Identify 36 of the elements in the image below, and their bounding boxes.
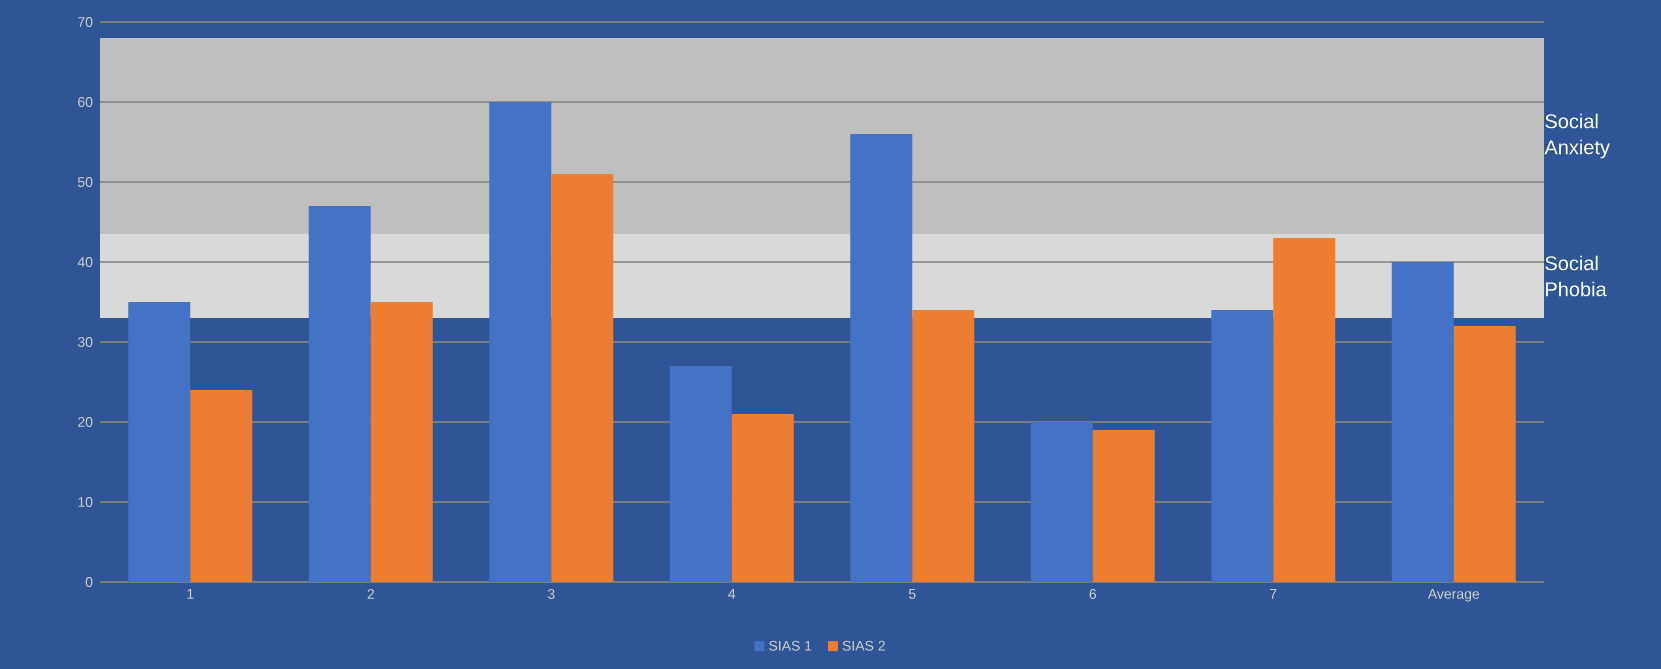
y-tick-label: 30 bbox=[77, 337, 93, 347]
y-tick-label: 0 bbox=[85, 577, 93, 587]
bar bbox=[1092, 430, 1155, 582]
bar bbox=[669, 366, 732, 582]
x-tick-label: 3 bbox=[547, 589, 555, 599]
y-tick-label: 50 bbox=[77, 177, 93, 187]
x-tick-label: 5 bbox=[908, 589, 916, 599]
bar bbox=[1211, 310, 1274, 582]
bar bbox=[912, 310, 975, 582]
y-tick-label: 20 bbox=[78, 417, 93, 427]
bar bbox=[128, 302, 191, 582]
y-tick-label: 10 bbox=[78, 497, 93, 507]
band-label: Social Anxiety bbox=[1544, 113, 1610, 159]
bar bbox=[551, 174, 614, 582]
y-tick-label: 70 bbox=[78, 17, 93, 27]
y-tick-label: 60 bbox=[78, 97, 93, 107]
bar bbox=[1453, 326, 1516, 582]
legend-label: SIAS 1 bbox=[769, 640, 812, 651]
bar bbox=[370, 302, 433, 582]
y-tick-label: 40 bbox=[77, 257, 93, 267]
bar bbox=[850, 134, 913, 582]
legend-label: SIAS 2 bbox=[842, 640, 885, 651]
bar bbox=[190, 390, 253, 582]
bar bbox=[731, 414, 794, 582]
bar bbox=[1391, 262, 1454, 582]
x-tick-label: 1 bbox=[187, 589, 194, 599]
x-tick-label: 4 bbox=[728, 589, 736, 599]
band-label: Social Phobia bbox=[1545, 255, 1607, 297]
bar bbox=[308, 206, 371, 582]
bar bbox=[489, 102, 552, 582]
bar bbox=[1273, 238, 1336, 582]
x-tick-label: 6 bbox=[1089, 589, 1097, 599]
x-tick-label: 7 bbox=[1270, 589, 1277, 599]
x-tick-label: 2 bbox=[367, 589, 374, 599]
x-tick-label: Average bbox=[1427, 589, 1480, 602]
bar bbox=[1030, 422, 1093, 582]
